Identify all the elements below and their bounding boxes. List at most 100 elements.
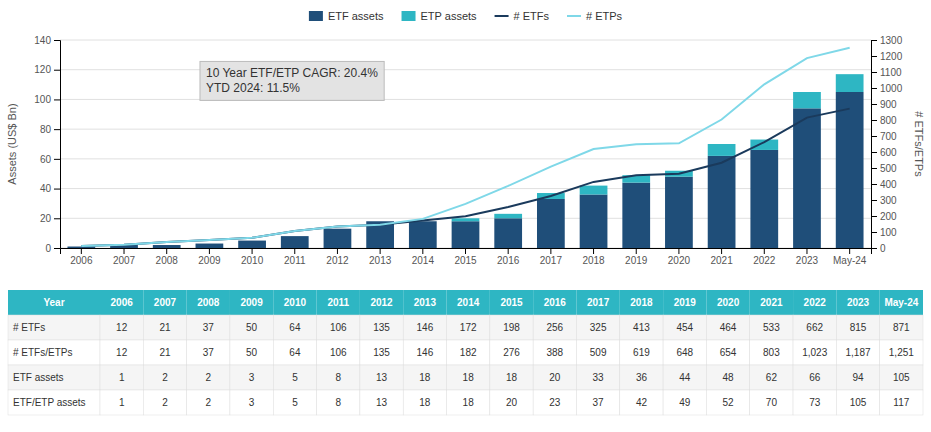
tick: 140 [34, 35, 60, 46]
tick: 300 [871, 195, 897, 206]
tick: 2013 [369, 248, 392, 266]
table-value: 198 [503, 322, 520, 333]
table-cell [360, 340, 403, 365]
tick: 2017 [540, 248, 563, 266]
tick-label: 1000 [880, 83, 903, 94]
table-cell [100, 315, 143, 340]
table-value: 2 [206, 372, 212, 383]
tick: 20 [40, 213, 60, 224]
table-value: 70 [766, 397, 778, 408]
tick: 1000 [871, 83, 903, 94]
table-cell [403, 390, 446, 415]
table-row-label: ETF assets [13, 372, 64, 383]
table-cell [317, 315, 360, 340]
tick-label: 2022 [753, 255, 776, 266]
table-value: 803 [763, 347, 780, 358]
tick: 100 [34, 94, 60, 105]
tick-mark [166, 248, 167, 254]
table-value: 533 [763, 322, 780, 333]
table-header-text: 2020 [717, 297, 740, 308]
tick: 2015 [454, 248, 477, 266]
annotation-line: YTD 2024: 11.5% [206, 81, 300, 95]
table-value: 37 [203, 347, 215, 358]
tick-mark [636, 248, 637, 254]
table-value: 8 [335, 397, 341, 408]
tick-mark [871, 152, 877, 153]
tick: 2021 [710, 248, 733, 266]
tick-mark [422, 248, 423, 254]
tick-label: 2013 [369, 255, 392, 266]
table-value: 388 [546, 347, 563, 358]
table-value: 50 [246, 322, 258, 333]
tick: 1300 [871, 35, 903, 46]
tick-label: 2021 [710, 255, 733, 266]
table-cell [793, 315, 836, 340]
grid-line [60, 99, 871, 100]
table-cell [576, 340, 619, 365]
tick-label: 200 [880, 211, 897, 222]
tick: 1100 [871, 67, 902, 78]
table-cell [836, 315, 879, 340]
table-cell [576, 365, 619, 390]
tick-mark [871, 40, 877, 41]
tick-mark [871, 120, 877, 121]
table-header-cell [750, 290, 793, 315]
table-value: 1,251 [889, 347, 914, 358]
table-value: 62 [766, 372, 778, 383]
table-value: 42 [636, 397, 648, 408]
annotation-line: 10 Year ETF/ETP CAGR: 20.4% [206, 66, 378, 80]
bar [836, 92, 864, 248]
tick-label: 700 [880, 131, 897, 142]
table-header-text: 2010 [284, 297, 307, 308]
table-value: 276 [503, 347, 520, 358]
tick-mark [124, 248, 125, 254]
tick: 0 [45, 243, 60, 254]
table-cell [706, 390, 749, 415]
table-cell [490, 390, 533, 415]
tick-label: 2023 [796, 255, 819, 266]
tick-mark [54, 248, 60, 249]
tick-mark [81, 248, 82, 254]
tick-label: 1200 [880, 51, 903, 62]
tick: 2012 [326, 248, 349, 266]
y-axis-title: Assets (US$ Bn) [6, 103, 18, 184]
table-cell [273, 315, 316, 340]
table-cell [880, 315, 923, 340]
bar [153, 245, 181, 248]
grid-line [60, 188, 871, 189]
table-header-text: Year [43, 297, 64, 308]
table-value: 23 [549, 397, 561, 408]
table-value: 815 [850, 322, 867, 333]
tick-label: 2008 [156, 255, 179, 266]
bar [665, 177, 693, 248]
legend: ETF assetsETP assets# ETFs# ETPs [309, 10, 623, 22]
table-value: 3 [249, 372, 255, 383]
legend-label: ETP assets [421, 10, 478, 22]
table-value: 871 [893, 322, 910, 333]
table-cell [706, 365, 749, 390]
table-cell [793, 365, 836, 390]
table-cell [836, 340, 879, 365]
tick: 700 [871, 131, 897, 142]
table-value: 1 [119, 372, 125, 383]
tick: 40 [40, 183, 60, 194]
tick-label: 2018 [582, 255, 605, 266]
tick-label: 2019 [625, 255, 648, 266]
tick-mark [871, 88, 877, 89]
tick: 2007 [113, 248, 136, 266]
table-value: 1,023 [802, 347, 827, 358]
tick-mark [593, 248, 594, 254]
table-value: 182 [460, 347, 477, 358]
legend-label: # ETPs [586, 10, 623, 22]
tick-mark [54, 70, 60, 71]
grid-line [60, 69, 871, 70]
bar [409, 221, 437, 248]
tick-mark [54, 189, 60, 190]
table-cell [143, 390, 186, 415]
table-header-cell [360, 290, 403, 315]
table-header-text: 2006 [111, 297, 134, 308]
table-cell [663, 390, 706, 415]
tick-label: 60 [40, 154, 52, 165]
bar [622, 183, 650, 248]
tick: 2016 [497, 248, 520, 266]
